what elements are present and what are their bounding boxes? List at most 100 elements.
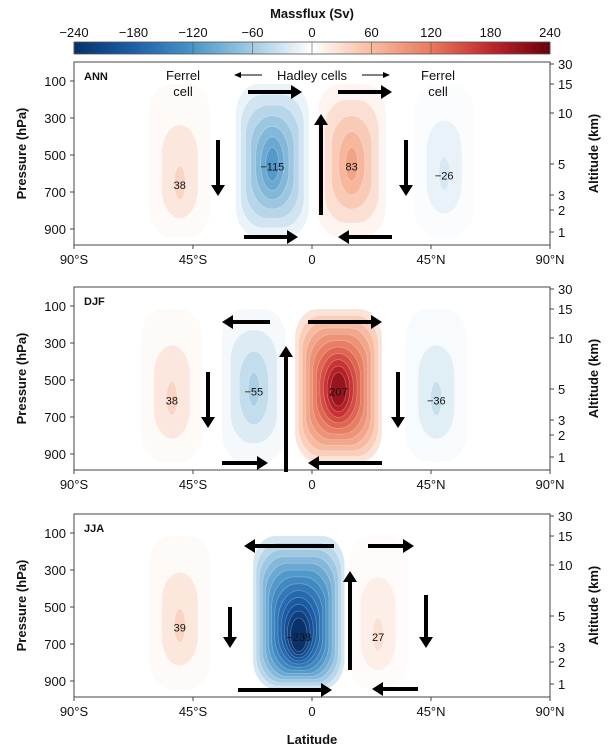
circulation-cells: [148, 83, 475, 238]
contour-level: [173, 608, 186, 643]
x-tick-label: 90°N: [535, 252, 564, 267]
cell-value-label: 39: [174, 623, 186, 635]
cell-negative: [413, 83, 475, 238]
flow-arrow: [223, 607, 237, 648]
x-tick-label: 45°S: [179, 252, 208, 267]
cell-positive: [347, 535, 409, 690]
x-tick-label: 45°N: [416, 477, 445, 492]
cell-negative: [405, 308, 468, 463]
altitude-tick-label: 15: [558, 529, 572, 544]
contour-level: [430, 381, 443, 416]
altitude-tick-label: 2: [558, 203, 565, 218]
hadley-label: Hadley cells: [277, 68, 348, 83]
colorbar: Massflux (Sv) −240 −180 −120 −60 0 60 120 180 24…: [59, 6, 561, 55]
x-tick-label: 90°S: [60, 477, 89, 492]
plot-background: [74, 62, 550, 245]
y-tick-label: 700: [44, 410, 66, 425]
altitude-tick-label: 1: [558, 677, 565, 692]
y-axis-title: Pressure (hPa): [14, 333, 29, 425]
flow-arrow: [201, 372, 215, 428]
colorbar-title: Massflux (Sv): [270, 6, 354, 21]
cell-positive: [317, 83, 387, 238]
cell-value-label: −55: [244, 386, 263, 398]
colorbar-tick-label: 0: [308, 25, 315, 40]
contour-level: [438, 156, 450, 191]
altitude-tick-label: 1: [558, 225, 565, 240]
ferrel-right-label: cell: [428, 84, 448, 99]
y-axis-title: Pressure (hPa): [14, 560, 29, 652]
cell-value-label: 27: [372, 632, 384, 644]
altitude-tick-label: 10: [558, 106, 572, 121]
flow-arrow: [338, 230, 392, 244]
cell-value-label: 38: [166, 396, 178, 408]
colorbar-tick-label: 120: [420, 25, 442, 40]
x-tick-label: 90°N: [535, 704, 564, 719]
contour-level: [330, 372, 347, 407]
flow-arrow: [222, 315, 270, 329]
cell-value-label: −26: [435, 171, 454, 183]
flow-arrow: [419, 595, 433, 648]
flow-arrow: [343, 571, 357, 670]
panel-label: ANN: [84, 71, 108, 83]
altitude-axis-title: Altitude (km): [586, 114, 601, 193]
panel-label: DJF: [84, 296, 105, 308]
cell-positive: [140, 308, 203, 463]
y-tick-label: 300: [44, 336, 66, 351]
colorbar-tick-label: −60: [241, 25, 263, 40]
altitude-tick-label: 10: [558, 331, 572, 346]
circulation-arrows: [211, 85, 413, 244]
flow-arrow: [308, 315, 382, 329]
flow-arrow: [338, 85, 392, 99]
x-tick-label: 0: [308, 252, 315, 267]
altitude-tick-label: 10: [558, 558, 572, 573]
colorbar-tick-label: 240: [539, 25, 561, 40]
contour-level: [173, 165, 186, 200]
x-axis-title: Latitude: [287, 732, 338, 747]
y-tick-label: 900: [44, 222, 66, 237]
contour-level: [345, 147, 359, 182]
flow-arrow: [368, 539, 414, 553]
cell-value-label: 207: [329, 386, 347, 398]
cell-negative: [235, 83, 310, 238]
flow-arrow: [238, 683, 332, 697]
altitude-axis-title: Altitude (km): [586, 566, 601, 645]
ferrel-left-label: cell: [173, 84, 193, 99]
contour-level: [247, 372, 260, 407]
flow-arrow: [372, 682, 418, 696]
x-tick-label: 90°S: [60, 704, 89, 719]
flow-arrow: [248, 85, 302, 99]
flow-arrow: [244, 539, 334, 553]
altitude-tick-label: 5: [558, 609, 565, 624]
altitude-tick-label: 3: [558, 640, 565, 655]
circulation-cells: [140, 308, 468, 463]
altitude-tick-label: 2: [558, 655, 565, 670]
cell-value-label: 38: [174, 180, 186, 192]
x-tick-label: 45°S: [179, 704, 208, 719]
colorbar-tick-label: −120: [178, 25, 207, 40]
altitude-tick-label: 5: [558, 382, 565, 397]
flow-arrow: [244, 230, 298, 244]
contour-level: [372, 617, 384, 652]
cell-value-label: −238: [286, 632, 311, 644]
cell-positive: [294, 308, 383, 463]
colorbar-tick-label: 180: [480, 25, 502, 40]
altitude-tick-label: 15: [558, 302, 572, 317]
x-tick-label: 0: [308, 704, 315, 719]
flow-arrow: [308, 456, 382, 470]
x-tick-label: 0: [308, 477, 315, 492]
colorbar-tick-labels: −240 −180 −120 −60 0 60 120 180 240: [59, 25, 561, 40]
altitude-tick-label: 30: [558, 57, 572, 72]
x-tick-label: 45°S: [179, 477, 208, 492]
y-axis-title: Pressure (hPa): [14, 108, 29, 200]
x-tick-label: 45°N: [416, 704, 445, 719]
altitude-tick-label: 3: [558, 413, 565, 428]
contour-level: [290, 617, 308, 652]
altitude-tick-label: 3: [558, 188, 565, 203]
y-tick-label: 900: [44, 447, 66, 462]
y-tick-label: 500: [44, 148, 66, 163]
